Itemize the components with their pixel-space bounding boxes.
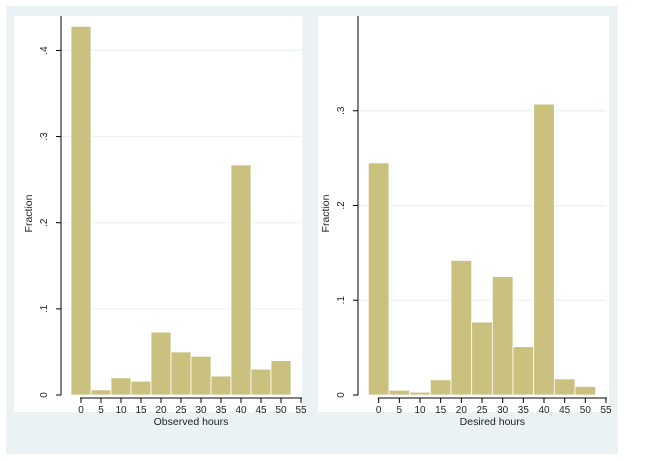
histogram-bar: [170, 351, 192, 396]
histogram-bar: [409, 391, 431, 396]
y-tick-label: .3: [336, 106, 347, 115]
histogram-bar: [70, 25, 92, 396]
x-tick-label: 5: [397, 405, 403, 416]
histogram-bar: [533, 103, 555, 396]
y-axis-title: Fraction: [23, 194, 35, 232]
x-tick-label: 55: [600, 405, 612, 416]
y-tick-label: .2: [336, 201, 347, 210]
histogram-bar: [429, 379, 452, 396]
histogram-bar: [388, 389, 411, 396]
histogram-bar: [367, 162, 390, 396]
histogram-bar: [471, 321, 493, 396]
histogram-bar: [491, 276, 514, 396]
y-axis-title: Fraction: [320, 194, 332, 232]
histogram-bar: [553, 378, 576, 396]
histogram-bar: [130, 380, 152, 396]
x-tick-label: 25: [476, 405, 488, 416]
x-tick-label: 30: [195, 405, 207, 416]
y-tick-label: 0: [336, 392, 347, 398]
histogram-bar: [250, 368, 272, 396]
x-axis-title: Desired hours: [460, 416, 525, 428]
y-tick-label: .2: [39, 218, 50, 227]
x-tick-label: 0: [78, 405, 84, 416]
y-tick-label: .4: [39, 46, 50, 55]
x-tick-label: 50: [580, 405, 592, 416]
x-tick-label: 20: [155, 405, 167, 416]
y-tick-label: .3: [39, 132, 50, 141]
x-tick-label: 30: [497, 405, 509, 416]
x-tick-label: 5: [98, 405, 104, 416]
y-tick-label: 0: [39, 392, 50, 398]
x-tick-label: 15: [435, 405, 447, 416]
x-axis-title: Observed hours: [154, 416, 229, 428]
y-tick-label: .1: [39, 304, 50, 313]
desired-hours-panel: 0 .1 .2 .3 0 5 10 15 20 25 30 35 40 45 50 55 Desired hou…: [318, 16, 612, 428]
histogram-bar: [512, 346, 535, 396]
x-tick-label: 40: [235, 405, 247, 416]
x-tick-label: 55: [295, 405, 307, 416]
histogram-bar: [210, 375, 232, 396]
histogram-bar: [110, 377, 132, 396]
x-tick-label: 45: [255, 405, 267, 416]
x-tick-label: 35: [518, 405, 530, 416]
histogram-bar: [190, 355, 212, 396]
histogram-bar: [90, 389, 112, 396]
x-tick-label: 35: [215, 405, 227, 416]
histogram-bar: [150, 331, 172, 396]
x-tick-label: 25: [175, 405, 187, 416]
histogram-bar: [450, 260, 473, 396]
x-tick-label: 20: [456, 405, 468, 416]
x-tick-label: 15: [135, 405, 147, 416]
x-tick-label: 50: [275, 405, 287, 416]
observed-hours-panel: 0 .1 .2 .3 .4 0 5 10 15 20 25 30 35 40 45 50 55 Observed …: [14, 16, 307, 428]
x-tick-label: 0: [376, 405, 382, 416]
histogram-bar: [230, 164, 252, 396]
x-tick-label: 40: [538, 405, 550, 416]
x-tick-label: 45: [559, 405, 571, 416]
y-tick-label: .1: [336, 296, 347, 305]
x-tick-label: 10: [414, 405, 426, 416]
histogram-bar: [574, 386, 597, 396]
histogram-bar: [270, 360, 292, 396]
x-tick-label: 10: [115, 405, 127, 416]
